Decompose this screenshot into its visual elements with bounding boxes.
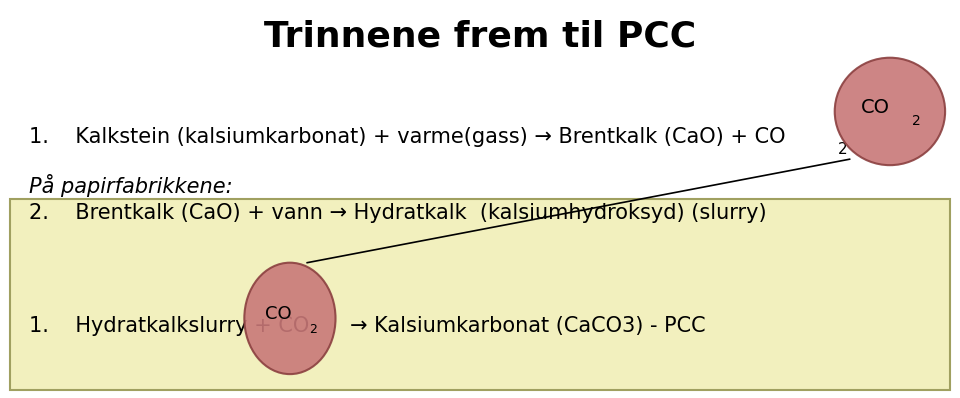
Text: 2: 2 [912,114,922,129]
Text: 2.    Brentkalk (CaO) + vann → Hydratkalk  (kalsiumhydroksyd) (slurry): 2. Brentkalk (CaO) + vann → Hydratkalk (… [29,203,766,223]
Text: På papirfabrikkene:: På papirfabrikkene: [29,174,232,197]
Bar [10,199,950,390]
Text: 2: 2 [838,142,848,157]
Text: → Kalsiumkarbonat (CaCO3) - PCC: → Kalsiumkarbonat (CaCO3) - PCC [350,316,706,336]
Text: Trinnene frem til PCC: Trinnene frem til PCC [264,20,696,54]
Text: 2: 2 [309,323,317,336]
Text: 1.    Hydratkalkslurry + CO: 1. Hydratkalkslurry + CO [29,316,309,336]
Text: 1.    Kalkstein (kalsiumkarbonat) + varme(gass) → Brentkalk (CaO) + CO: 1. Kalkstein (kalsiumkarbonat) + varme(g… [29,127,785,147]
Ellipse shape [244,263,336,374]
Ellipse shape [835,58,946,165]
Text: CO: CO [861,98,890,117]
Text: CO: CO [265,305,292,324]
